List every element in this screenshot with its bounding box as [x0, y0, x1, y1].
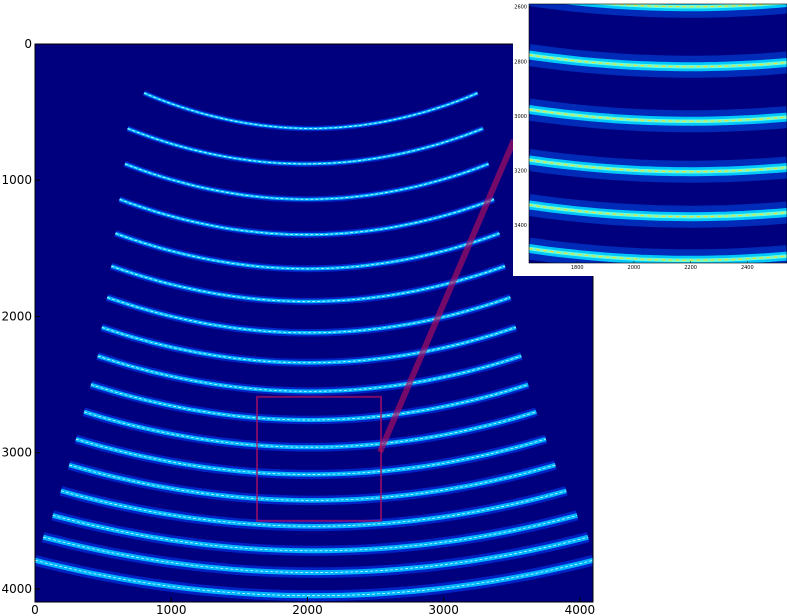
- y-tick-label: 1000: [1, 173, 32, 187]
- inset-x-tick-label: 2000: [628, 265, 641, 271]
- inset-x-tick-label: 2200: [684, 265, 697, 271]
- inset-order-core: [529, 108, 787, 122]
- order-core: [68, 464, 556, 501]
- inset-order-core: [529, 204, 787, 218]
- inset-y-tick-label: 3200: [514, 168, 527, 174]
- inset-order-core: [529, 54, 787, 68]
- main-x-ticks: 0 1000 2000 3000 4000: [31, 597, 595, 616]
- order-core: [127, 128, 484, 165]
- inset-y-tick-label: 2800: [514, 59, 527, 65]
- x-tick-label: 3000: [428, 603, 459, 616]
- main-orders: [35, 90, 593, 602]
- order-core: [97, 355, 522, 392]
- inset-y-tick-label: 3000: [514, 114, 527, 120]
- x-tick-label: 0: [31, 603, 39, 616]
- inset-order-core: [529, 159, 787, 173]
- main-image: 0 1000 2000 3000 4000 0 1000 2000 3000 4000: [1, 37, 595, 616]
- inset-y-ticks: 2600 2800 3000 3200 3400: [514, 5, 531, 229]
- inset-y-tick-label: 2600: [514, 5, 527, 11]
- order-core: [90, 384, 529, 421]
- y-tick-label: 2000: [1, 309, 32, 323]
- inset-x-ticks: 1800 2000 2200 2400: [571, 261, 754, 271]
- order-core: [107, 297, 511, 334]
- order-core: [43, 536, 589, 574]
- order-core: [124, 163, 489, 200]
- inset-orders: [529, 4, 787, 263]
- zoom-connector: [377, 138, 517, 454]
- inset-frame: [528, 3, 787, 264]
- order-core: [143, 92, 478, 129]
- main-image-frame: [34, 43, 594, 603]
- order-core: [119, 198, 495, 236]
- zoom-inset: 1800 2000 2200 2400 2600 2800 3000 3200 3400: [513, 0, 787, 276]
- inset-order-core: [604, 4, 777, 8]
- y-tick-label: 3000: [1, 446, 32, 460]
- inset-y-tick-label: 3400: [514, 223, 527, 229]
- order-core: [115, 233, 500, 270]
- x-tick-label: 2000: [292, 603, 323, 616]
- y-tick-label: 4000: [1, 582, 32, 596]
- order-core: [111, 265, 506, 302]
- order-core: [35, 559, 593, 597]
- x-tick-label: 4000: [565, 603, 596, 616]
- order-core: [60, 490, 567, 527]
- inset-x-tick-label: 2400: [741, 265, 754, 271]
- inset-x-tick-label: 1800: [571, 265, 584, 271]
- order-core: [52, 515, 578, 552]
- zoom-box: [256, 395, 383, 522]
- y-tick-label: 0: [24, 37, 32, 51]
- order-core: [83, 411, 537, 448]
- order-core: [101, 327, 517, 364]
- x-tick-label: 1000: [156, 603, 187, 616]
- inset-order-core: [529, 247, 787, 261]
- main-y-ticks: 0 1000 2000 3000 4000: [1, 37, 40, 596]
- order-core: [75, 438, 547, 475]
